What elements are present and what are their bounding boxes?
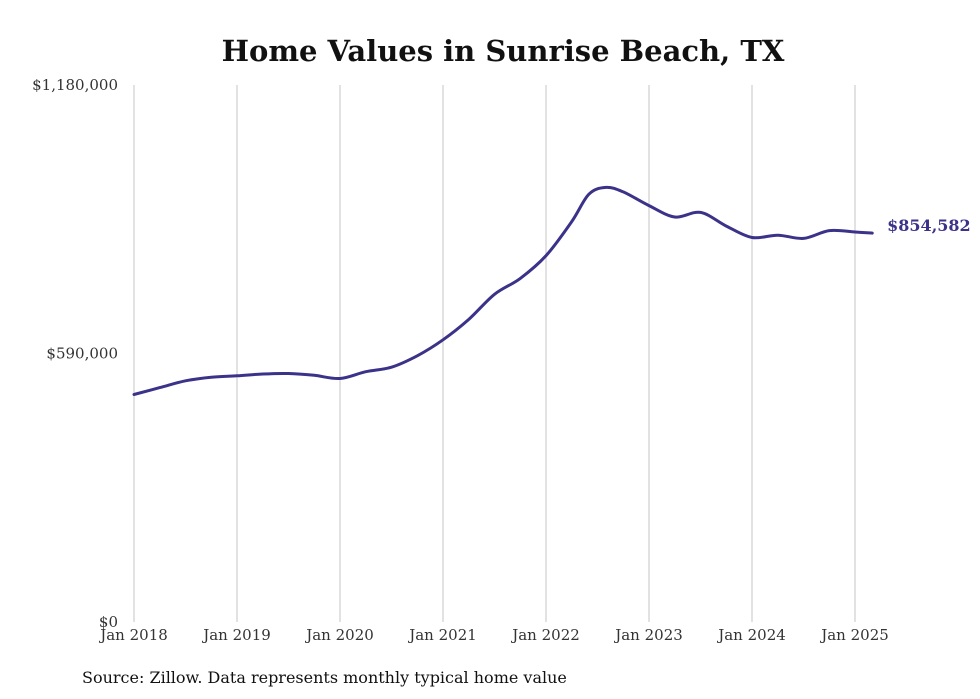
- x-tick-label: Jan 2021: [407, 626, 477, 644]
- x-tick-label: Jan 2024: [716, 626, 786, 644]
- x-tick-label: Jan 2025: [819, 626, 889, 644]
- x-tick-label: Jan 2019: [201, 626, 271, 644]
- end-value-label: $854,582: [887, 216, 971, 235]
- y-tick-label: $0: [99, 613, 118, 631]
- source-note: Source: Zillow. Data represents monthly …: [82, 668, 567, 687]
- y-axis-ticks: $0 $590,000 $1,180,000: [32, 76, 118, 631]
- x-tick-label: Jan 2023: [613, 626, 683, 644]
- x-axis-ticks: Jan 2018 Jan 2019 Jan 2020 Jan 2021 Jan 2022…: [98, 626, 889, 644]
- x-tick-label: Jan 2018: [98, 626, 168, 644]
- x-gridlines: [133, 85, 856, 622]
- x-tick-label: Jan 2020: [304, 626, 374, 644]
- y-tick-label: $590,000: [46, 345, 118, 363]
- series-line: [132, 185, 874, 396]
- chart-title: Home Values in Sunrise Beach, TX: [222, 34, 785, 68]
- x-tick-label: Jan 2022: [510, 626, 580, 644]
- y-tick-label: $1,180,000: [32, 76, 118, 94]
